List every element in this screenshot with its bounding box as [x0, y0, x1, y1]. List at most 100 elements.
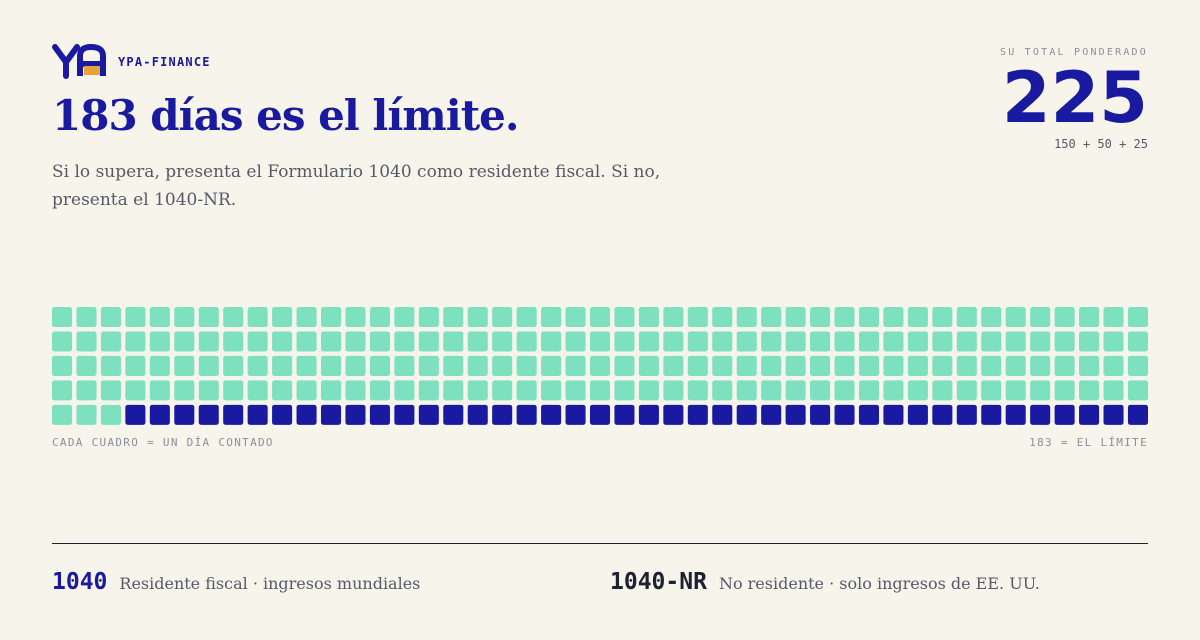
day-counted-over-limit — [516, 404, 537, 425]
day-counted-under-limit — [52, 331, 73, 352]
day-counted-under-limit — [174, 331, 195, 352]
day-counted-under-limit — [369, 355, 390, 376]
day-counted-under-limit — [541, 307, 562, 328]
day-counted-under-limit — [1103, 331, 1124, 352]
day-counted-over-limit — [932, 404, 953, 425]
day-counted-under-limit — [198, 331, 219, 352]
day-counted-under-limit — [834, 331, 855, 352]
day-counted-under-limit — [589, 355, 611, 376]
day-counted-under-limit — [76, 355, 97, 376]
form-description: No residente · solo ingresos de EE. UU. — [719, 574, 1040, 593]
caption: CADA CUADRO = UN DÍA CONTADO — [52, 436, 274, 449]
day-counted-under-limit — [467, 307, 488, 328]
day-counted-under-limit — [320, 331, 342, 352]
day-counted-under-limit — [1005, 331, 1026, 352]
day-counted-under-limit — [52, 307, 73, 328]
day-counted-over-limit — [956, 404, 977, 425]
day-counted-over-limit — [443, 404, 464, 425]
day-counted-over-limit — [1079, 404, 1100, 425]
day-counted-under-limit — [1054, 355, 1075, 376]
day-counted-under-limit — [883, 355, 904, 376]
day-counted-under-limit — [810, 307, 831, 328]
day-counted-under-limit — [687, 331, 708, 352]
day-counted-under-limit — [736, 307, 757, 328]
day-counted-over-limit — [125, 404, 146, 425]
day-counted-under-limit — [981, 307, 1002, 328]
form-description: Residente fiscal · ingresos mundiales — [119, 574, 420, 593]
total-value: 225 — [1002, 57, 1148, 139]
day-counted-over-limit — [981, 404, 1002, 425]
day-counted-under-limit — [125, 331, 146, 352]
day-counted-under-limit — [834, 307, 855, 328]
day-counted-under-limit — [369, 307, 390, 328]
day-counted-under-limit — [247, 355, 268, 376]
day-counted-under-limit — [638, 307, 659, 328]
day-counted-under-limit — [1079, 331, 1100, 352]
day-counted-under-limit — [418, 307, 439, 328]
day-counted-under-limit — [687, 380, 708, 401]
day-counted-under-limit — [687, 307, 708, 328]
day-counted-under-limit — [247, 307, 268, 328]
day-counted-over-limit — [467, 404, 488, 425]
day-counted-under-limit — [320, 355, 342, 376]
day-counted-under-limit — [981, 355, 1002, 376]
day-counted-under-limit — [981, 380, 1002, 401]
forms: 1040 Residente fiscal · ingresos mundiale… — [52, 569, 1040, 595]
day-counted-over-limit — [712, 404, 733, 425]
day-counted-under-limit — [174, 307, 195, 328]
day-counted-under-limit — [492, 307, 513, 328]
day-counted-over-limit — [858, 404, 880, 425]
day-counted-under-limit — [296, 307, 317, 328]
day-counted-under-limit — [1005, 355, 1026, 376]
subtitle: presenta el 1040-NR. — [52, 190, 236, 210]
day-counted-under-limit — [52, 355, 73, 376]
day-counted-under-limit — [1127, 307, 1148, 328]
day-counted-over-limit — [810, 404, 831, 425]
day-counted-under-limit — [443, 380, 464, 401]
day-counted-under-limit — [149, 331, 170, 352]
day-counted-over-limit — [198, 404, 219, 425]
day-counted-under-limit — [76, 331, 97, 352]
day-counted-under-limit — [272, 355, 293, 376]
day-counted-over-limit — [834, 404, 855, 425]
day-counted-under-limit — [858, 355, 880, 376]
day-counted-under-limit — [198, 355, 219, 376]
day-counted-under-limit — [418, 355, 439, 376]
day-counted-under-limit — [100, 331, 121, 352]
caption: 183 = EL LÍMITE — [1029, 436, 1148, 449]
day-counted-over-limit — [761, 404, 782, 425]
day-counted-under-limit — [443, 307, 464, 328]
day-counted-under-limit — [345, 331, 366, 352]
day-counted-under-limit — [149, 380, 170, 401]
day-counted-over-limit — [149, 404, 170, 425]
day-counted-under-limit — [761, 331, 782, 352]
day-counted-under-limit — [369, 331, 390, 352]
day-counted-under-limit — [638, 355, 659, 376]
day-counted-under-limit — [761, 380, 782, 401]
day-counted-over-limit — [320, 404, 342, 425]
day-counted-under-limit — [198, 307, 219, 328]
day-counted-under-limit — [345, 307, 366, 328]
day-counted-under-limit — [1127, 331, 1148, 352]
day-counted-under-limit — [149, 355, 170, 376]
day-counted-under-limit — [467, 331, 488, 352]
day-counted-under-limit — [589, 380, 611, 401]
day-counted-under-limit — [614, 331, 635, 352]
day-counted-under-limit — [810, 380, 831, 401]
day-counted-under-limit — [785, 307, 806, 328]
day-counted-over-limit — [1127, 404, 1148, 425]
day-counted-under-limit — [785, 380, 806, 401]
day-counted-under-limit — [565, 380, 586, 401]
day-counted-under-limit — [369, 380, 390, 401]
day-counted-under-limit — [223, 380, 244, 401]
day-counted-under-limit — [565, 355, 586, 376]
day-counted-under-limit — [761, 355, 782, 376]
day-counted-under-limit — [492, 355, 513, 376]
day-counted-under-limit — [858, 331, 880, 352]
day-counted-over-limit — [394, 404, 415, 425]
day-counted-under-limit — [492, 380, 513, 401]
day-counted-under-limit — [1030, 331, 1051, 352]
day-counted-over-limit — [736, 404, 757, 425]
day-counted-over-limit — [1005, 404, 1026, 425]
